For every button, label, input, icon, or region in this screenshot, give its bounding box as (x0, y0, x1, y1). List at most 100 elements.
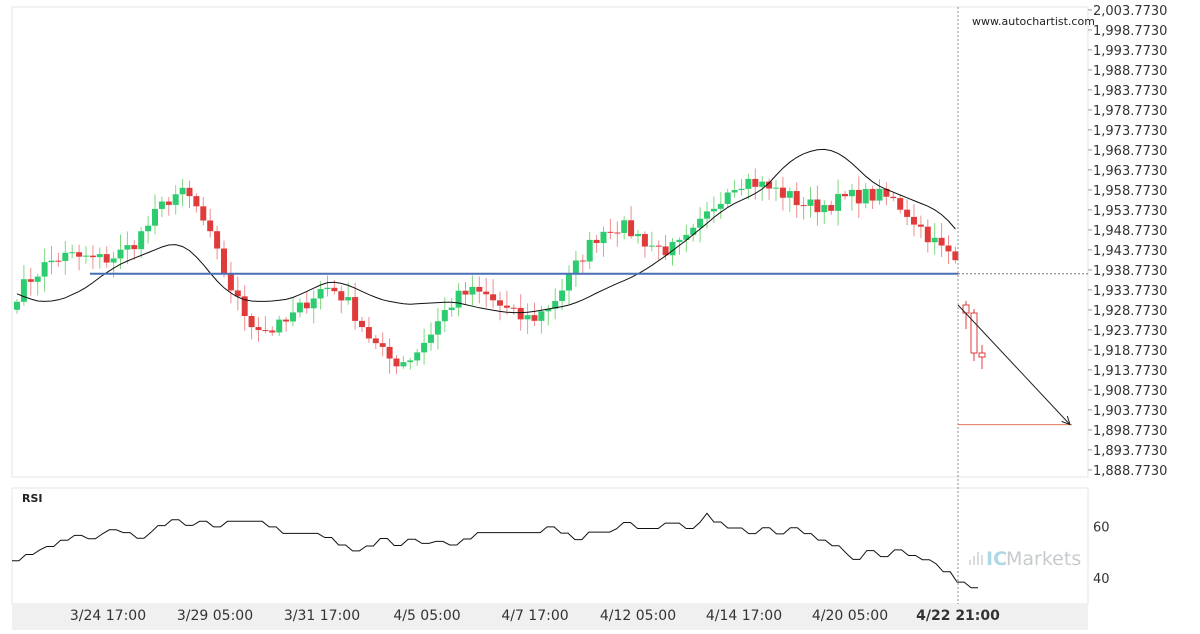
candle-body (393, 358, 400, 367)
time-tick-label: 3/24 17:00 (70, 608, 146, 624)
candle (931, 223, 938, 255)
price-tick-label: 1,973.7730 (1093, 124, 1167, 139)
candle (545, 305, 552, 326)
price-tick-label: 1,958.7730 (1093, 184, 1167, 199)
candle (296, 298, 303, 318)
candle-body (117, 249, 124, 259)
candle-body (952, 251, 959, 261)
candle-body (227, 274, 234, 291)
candle (221, 240, 227, 278)
candle-body (124, 245, 131, 250)
candle-body (83, 255, 89, 257)
candle-body (14, 301, 20, 310)
candle-body (365, 327, 372, 339)
candle (614, 221, 621, 247)
price-tick-label: 1,898.7730 (1093, 424, 1167, 439)
price-panel (11, 6, 1089, 478)
candle-body (345, 297, 352, 301)
candle (869, 186, 876, 210)
candle (421, 328, 428, 365)
candle (690, 223, 697, 242)
candle-body (76, 252, 83, 257)
candle-body (883, 188, 890, 197)
candle (890, 191, 897, 202)
candle-body (779, 187, 786, 198)
candle-body (572, 260, 579, 274)
candle-body (545, 308, 552, 312)
candle (152, 194, 158, 235)
projected-candle (978, 345, 986, 369)
candle (738, 179, 745, 196)
rsi-tick-label: 60 (1093, 521, 1110, 536)
candle-body (745, 178, 752, 189)
moving-average-line (16, 148, 956, 314)
candle-body (386, 346, 393, 359)
candle-body (310, 298, 317, 309)
candle-body (55, 260, 62, 262)
candle (476, 276, 483, 304)
candle-body (41, 262, 48, 277)
candle (800, 197, 807, 220)
candle-body (717, 203, 724, 209)
candle-body (400, 362, 407, 367)
candle-body (697, 218, 704, 228)
candle-body (241, 296, 248, 317)
candle (165, 196, 172, 216)
candle-body (600, 231, 607, 244)
candle (621, 216, 628, 240)
price-tick-label: 1,918.7730 (1093, 344, 1167, 359)
candle (441, 297, 448, 333)
price-tick-label: 1,963.7730 (1093, 164, 1167, 179)
candle-body (890, 196, 897, 199)
candle (455, 283, 462, 317)
candle-body (517, 307, 524, 320)
candle (227, 261, 234, 304)
candle (62, 241, 69, 275)
price-tick-label: 1,908.7730 (1093, 384, 1167, 399)
candle-body (138, 231, 145, 250)
candle-body (414, 352, 421, 361)
candle (89, 245, 96, 269)
candle (497, 291, 503, 321)
candle-body (89, 255, 96, 258)
candle-body (359, 320, 365, 328)
candle-body (793, 191, 800, 206)
candle-body (669, 242, 676, 256)
candle (607, 218, 614, 240)
candle-body (338, 291, 345, 301)
candle-body (352, 297, 359, 321)
candle-body (510, 307, 517, 309)
candle-body (221, 248, 227, 275)
rsi-panel (11, 487, 1089, 605)
candle (793, 182, 800, 219)
time-tick-label: 4/14 17:00 (706, 608, 782, 624)
candle-body (62, 252, 69, 261)
candle-body (869, 189, 876, 201)
candle (531, 302, 538, 326)
candle-body (752, 178, 759, 187)
candle (669, 238, 676, 266)
price-tick-label: 1,943.7730 (1093, 244, 1167, 259)
price-tick-label: 1,903.7730 (1093, 404, 1167, 419)
candle-body (165, 201, 172, 205)
candle-body (759, 181, 766, 187)
candle (883, 182, 890, 206)
candle-body (676, 239, 683, 243)
candle (579, 254, 586, 273)
candle-body (317, 289, 324, 299)
candle (428, 322, 434, 351)
rsi-indicator (12, 512, 978, 589)
price-tick-label: 1,968.7730 (1093, 144, 1167, 159)
candle (524, 303, 531, 334)
candle (117, 234, 124, 269)
brand-name: Markets (1006, 548, 1081, 570)
candle-body (324, 287, 331, 290)
candle-body (421, 342, 428, 353)
candle (241, 285, 248, 331)
candle (648, 231, 655, 252)
candles (14, 168, 986, 375)
candle (448, 297, 455, 317)
candle (745, 173, 752, 200)
candle-body (34, 276, 41, 282)
